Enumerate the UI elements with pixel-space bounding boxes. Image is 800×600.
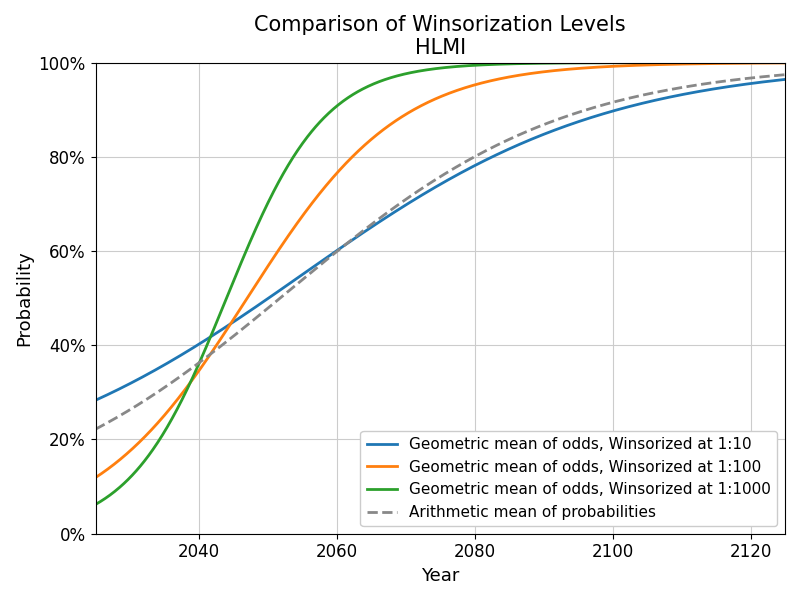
X-axis label: Year: Year <box>421 567 459 585</box>
Arithmetic mean of probabilities <box>564 112 574 119</box>
Arithmetic mean of probabilities <box>394 200 404 208</box>
Geometric mean of odds, Winsorized at 1:1000 <box>90 501 100 508</box>
Geometric mean of odds, Winsorized at 1:100 <box>90 474 100 481</box>
Line: Geometric mean of odds, Winsorized at 1:1000: Geometric mean of odds, Winsorized at 1:… <box>95 62 785 505</box>
Legend: Geometric mean of odds, Winsorized at 1:10, Geometric mean of odds, Winsorized a: Geometric mean of odds, Winsorized at 1:… <box>361 431 778 526</box>
Y-axis label: Probability: Probability <box>15 250 33 346</box>
Geometric mean of odds, Winsorized at 1:100 <box>564 65 574 73</box>
Geometric mean of odds, Winsorized at 1:10 <box>641 99 650 106</box>
Geometric mean of odds, Winsorized at 1:100 <box>628 62 638 69</box>
Line: Arithmetic mean of probabilities: Arithmetic mean of probabilities <box>95 74 785 429</box>
Line: Geometric mean of odds, Winsorized at 1:10: Geometric mean of odds, Winsorized at 1:… <box>95 79 785 400</box>
Arithmetic mean of probabilities <box>780 71 790 78</box>
Geometric mean of odds, Winsorized at 1:10 <box>90 397 100 404</box>
Arithmetic mean of probabilities <box>90 425 100 433</box>
Geometric mean of odds, Winsorized at 1:100 <box>370 133 379 140</box>
Geometric mean of odds, Winsorized at 1:1000 <box>628 59 638 66</box>
Geometric mean of odds, Winsorized at 1:10 <box>564 121 574 128</box>
Arithmetic mean of probabilities <box>370 218 379 226</box>
Geometric mean of odds, Winsorized at 1:100 <box>641 61 650 68</box>
Geometric mean of odds, Winsorized at 1:10 <box>370 221 379 229</box>
Line: Geometric mean of odds, Winsorized at 1:100: Geometric mean of odds, Winsorized at 1:… <box>95 63 785 478</box>
Title: Comparison of Winsorization Levels
HLMI: Comparison of Winsorization Levels HLMI <box>254 15 626 58</box>
Arithmetic mean of probabilities <box>628 94 638 101</box>
Geometric mean of odds, Winsorized at 1:10 <box>394 205 404 212</box>
Arithmetic mean of probabilities <box>161 383 170 390</box>
Geometric mean of odds, Winsorized at 1:10 <box>780 76 790 83</box>
Geometric mean of odds, Winsorized at 1:1000 <box>780 59 790 66</box>
Arithmetic mean of probabilities <box>641 91 650 98</box>
Geometric mean of odds, Winsorized at 1:100 <box>161 410 170 417</box>
Geometric mean of odds, Winsorized at 1:10 <box>628 102 638 109</box>
Geometric mean of odds, Winsorized at 1:10 <box>161 361 170 368</box>
Geometric mean of odds, Winsorized at 1:100 <box>780 59 790 67</box>
Geometric mean of odds, Winsorized at 1:1000 <box>564 59 574 67</box>
Geometric mean of odds, Winsorized at 1:1000 <box>394 72 404 79</box>
Geometric mean of odds, Winsorized at 1:1000 <box>641 59 650 66</box>
Geometric mean of odds, Winsorized at 1:100 <box>394 115 404 122</box>
Geometric mean of odds, Winsorized at 1:1000 <box>161 425 170 433</box>
Geometric mean of odds, Winsorized at 1:1000 <box>370 80 379 87</box>
